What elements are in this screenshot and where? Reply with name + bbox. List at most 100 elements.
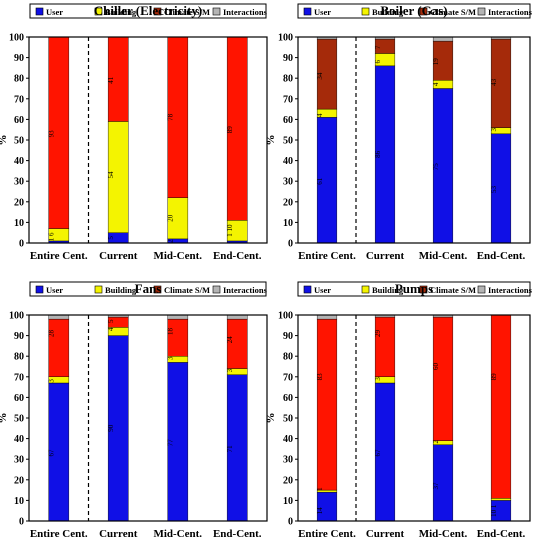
- y-tick-label: 0: [288, 517, 293, 528]
- plot-frame: [28, 36, 268, 244]
- data-label: 3: [490, 127, 498, 131]
- data-label: 24: [226, 336, 234, 344]
- legend: User Building Climate S/M Interactions: [297, 281, 533, 297]
- data-label: 53: [490, 185, 498, 193]
- data-label: 54: [107, 171, 115, 179]
- y-tick-label: 50: [283, 414, 293, 425]
- data-label: 67: [48, 449, 56, 457]
- data-label: 19: [432, 58, 440, 66]
- bar-segment: [316, 318, 338, 491]
- bar-segment: [490, 498, 512, 501]
- data-label: 34: [316, 72, 324, 80]
- data-label: 41: [107, 76, 115, 84]
- y-tick-label: 20: [283, 197, 293, 208]
- y-tick-label: 60: [283, 393, 293, 404]
- y-tick-label: 30: [283, 177, 293, 188]
- data-label: 43: [490, 78, 498, 86]
- y-axis-label: %: [0, 135, 9, 146]
- legend-label: Interactions: [488, 285, 533, 295]
- bar-segment: [226, 314, 248, 320]
- data-label: 3: [48, 379, 56, 383]
- data-label: 83: [316, 373, 324, 381]
- bar-segment: [167, 318, 189, 357]
- chart-title: Fans: [135, 281, 162, 296]
- y-tick-label: 20: [283, 475, 293, 486]
- legend-label: User: [46, 7, 63, 17]
- x-tick-label: End-Cent.: [213, 250, 262, 262]
- legend-label: Building: [105, 7, 137, 17]
- y-tick-label: 10: [14, 218, 24, 229]
- bar-segment: [374, 316, 396, 377]
- legend-label: Climate S/M: [164, 7, 210, 17]
- legend-label: Interactions: [488, 7, 533, 17]
- bar-segment: [490, 314, 512, 499]
- x-tick-label: Entire Cent.: [30, 250, 88, 262]
- data-label: 89: [226, 126, 234, 134]
- legend-swatch: [212, 285, 221, 294]
- data-label: 14: [316, 507, 324, 515]
- legend-swatch: [361, 7, 370, 16]
- data-label: 29: [374, 330, 382, 338]
- chart-title: Pumps: [395, 281, 433, 296]
- x-tick-label: End-Cent.: [477, 528, 526, 540]
- legend-box: [29, 3, 267, 19]
- y-axis-label: %: [265, 135, 277, 146]
- legend-swatch: [419, 7, 428, 16]
- legend-label: Climate S/M: [430, 285, 476, 295]
- legend-box: [297, 3, 531, 19]
- y-tick-label: 90: [14, 53, 24, 64]
- data-label: 4: [432, 82, 440, 86]
- legend: User Building Climate S/M Interactions: [297, 3, 533, 19]
- y-tick-label: 20: [14, 475, 24, 486]
- legend-swatch: [35, 7, 44, 16]
- bar-segment: [48, 318, 70, 377]
- bar-segment: [316, 491, 338, 522]
- chart-panel-0: User Building Climate S/M Interactions Chill…: [0, 3, 268, 262]
- bar-segment: [432, 36, 454, 42]
- y-tick-label: 90: [283, 53, 293, 64]
- data-label: 93: [48, 130, 56, 138]
- y-tick-label: 30: [14, 455, 24, 466]
- y-tick-label: 90: [283, 331, 293, 342]
- data-label: 75: [432, 163, 440, 171]
- data-label: 4: [316, 113, 324, 117]
- y-tick-label: 80: [283, 74, 293, 85]
- data-label: 78: [167, 113, 175, 121]
- bar-segment: [48, 314, 70, 320]
- y-tick-label: 70: [14, 94, 24, 105]
- data-label: 4: [107, 327, 115, 331]
- x-tick-label: End-Cent.: [213, 528, 262, 540]
- x-tick-label: Mid-Cent.: [419, 250, 468, 262]
- y-tick-label: 40: [283, 434, 293, 445]
- legend-label: Building: [372, 285, 404, 295]
- y-tick-label: 50: [14, 136, 24, 147]
- data-label: 67: [374, 449, 382, 457]
- y-tick-label: 0: [19, 517, 24, 528]
- y-tick-label: 70: [283, 94, 293, 105]
- legend-swatch: [153, 285, 162, 294]
- data-label: 28: [48, 330, 56, 338]
- y-tick-label: 60: [14, 393, 24, 404]
- y-axis-label: %: [265, 413, 277, 424]
- y-tick-label: 100: [9, 33, 24, 44]
- y-tick-label: 50: [14, 414, 24, 425]
- data-label: 1 10: [226, 224, 234, 237]
- y-tick-label: 20: [14, 197, 24, 208]
- data-label: 1: [316, 487, 324, 491]
- legend-label: Interactions: [223, 7, 268, 17]
- legend-label: Climate S/M: [164, 285, 210, 295]
- y-tick-label: 90: [14, 331, 24, 342]
- legend-label: Building: [105, 285, 137, 295]
- legend-label: User: [314, 7, 331, 17]
- legend-label: Building: [372, 7, 404, 17]
- data-label: 3: [374, 377, 382, 381]
- legend-swatch: [94, 7, 103, 16]
- legend-swatch: [477, 285, 486, 294]
- y-tick-label: 100: [9, 311, 24, 322]
- y-tick-label: 30: [283, 455, 293, 466]
- data-label: 18: [167, 327, 175, 335]
- y-tick-label: 100: [278, 33, 293, 44]
- legend-label: User: [46, 285, 63, 295]
- y-tick-label: 80: [14, 74, 24, 85]
